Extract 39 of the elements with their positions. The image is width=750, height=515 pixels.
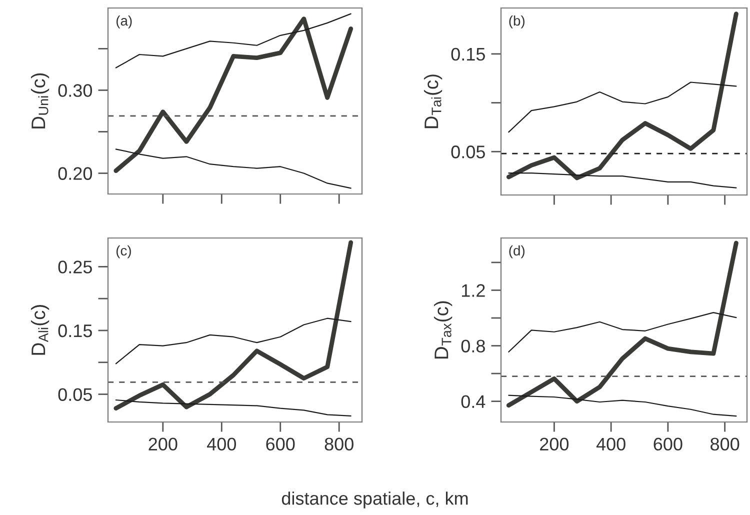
y-axis-title: D$_{Tax}$(c) bbox=[434, 301, 452, 359]
y-tick-label: 0.15 bbox=[58, 324, 92, 338]
y-tick-label: 0.15 bbox=[451, 48, 485, 61]
annotation: (b) bbox=[509, 15, 524, 28]
line-series bbox=[115, 148, 352, 189]
x-tick-label: 400 bbox=[596, 438, 626, 451]
y-axis-title: D$_{Uni}$(c) bbox=[30, 73, 50, 128]
line-series bbox=[508, 172, 737, 188]
x-tick-label: 600 bbox=[654, 438, 682, 451]
annotation: (a) bbox=[116, 15, 132, 28]
x-tick-label: 800 bbox=[324, 438, 354, 451]
y-tick-label: 1.2 bbox=[462, 284, 485, 297]
line-series bbox=[506, 12, 738, 180]
y-tick-label: 0.30 bbox=[58, 84, 92, 97]
line-series bbox=[114, 240, 354, 411]
line-series bbox=[114, 16, 354, 173]
annotation: (d) bbox=[509, 245, 524, 258]
x-tick-label: 200 bbox=[148, 438, 178, 451]
x-tick-label: 600 bbox=[266, 438, 295, 451]
x-tick-label: 800 bbox=[710, 438, 740, 451]
line-series bbox=[508, 394, 737, 417]
line-series bbox=[506, 240, 738, 408]
y-axis-title: D$_{Tai}$(c) bbox=[424, 74, 442, 128]
line-series bbox=[115, 399, 352, 416]
line-series bbox=[508, 312, 737, 352]
x-tick-label: 400 bbox=[206, 438, 236, 451]
y-tick-label: 0.05 bbox=[451, 146, 485, 158]
y-tick-label: 0.25 bbox=[58, 260, 92, 274]
y-axis-title: D$_{Ali}$(c) bbox=[30, 305, 50, 355]
annotation: (c) bbox=[116, 245, 131, 258]
line-series bbox=[115, 318, 352, 364]
x-axis-title: distance spatiale, c, km bbox=[282, 492, 468, 508]
y-tick-label: 0.8 bbox=[461, 340, 485, 352]
y-tick-label: 0.4 bbox=[461, 395, 486, 408]
y-tick-label: 0.20 bbox=[58, 167, 92, 180]
y-tick-label: 0.05 bbox=[58, 388, 92, 401]
line-series bbox=[508, 82, 737, 133]
line-series bbox=[115, 13, 352, 68]
x-tick-label: 200 bbox=[540, 438, 569, 451]
